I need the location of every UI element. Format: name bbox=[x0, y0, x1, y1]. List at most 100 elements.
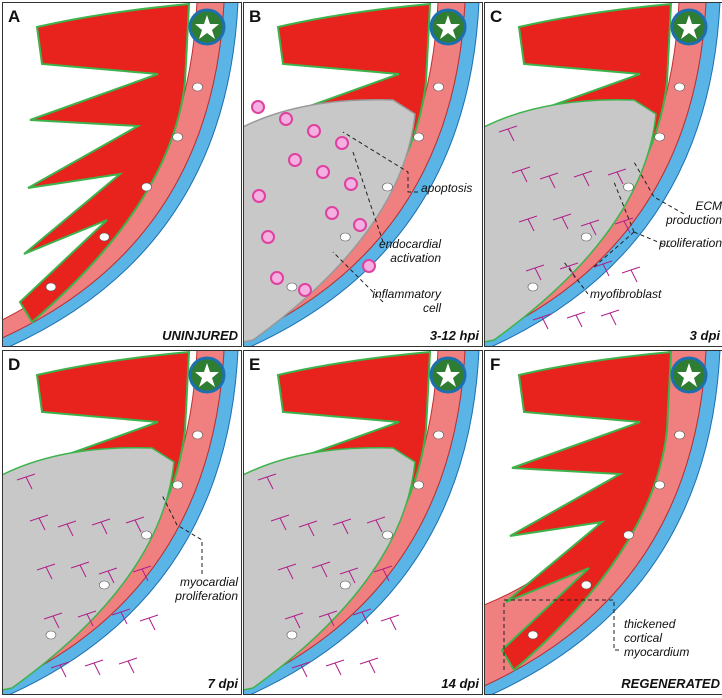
stage-label: 14 dpi bbox=[441, 676, 479, 691]
myofibroblast bbox=[593, 260, 613, 277]
stage-label: 3 dpi bbox=[690, 328, 721, 343]
inflammatory-cell bbox=[252, 189, 266, 203]
nucleus bbox=[339, 232, 351, 242]
nucleus bbox=[286, 282, 298, 292]
myofibroblast bbox=[91, 518, 111, 535]
myofibroblast bbox=[552, 213, 572, 230]
myofibroblast bbox=[366, 516, 386, 533]
annotation: proliferation bbox=[658, 236, 722, 250]
inflammatory-cell bbox=[279, 112, 293, 126]
myofibroblast bbox=[311, 561, 331, 578]
myofibroblast bbox=[291, 661, 311, 678]
stage-label: 7 dpi bbox=[208, 676, 239, 691]
injury-area bbox=[2, 446, 175, 691]
nucleus bbox=[192, 82, 203, 92]
leader-line bbox=[503, 599, 619, 670]
star-icon bbox=[195, 15, 219, 39]
myofibroblast bbox=[600, 309, 620, 326]
nucleus bbox=[382, 530, 393, 540]
myofibroblast bbox=[270, 514, 290, 531]
panel-border bbox=[243, 2, 483, 347]
myofibroblast bbox=[614, 217, 634, 234]
injury-area bbox=[484, 98, 657, 343]
star-icon bbox=[195, 363, 219, 387]
myofibroblast bbox=[566, 311, 586, 328]
myofibroblast bbox=[98, 567, 118, 584]
inflammatory-cell bbox=[316, 165, 330, 179]
inflammatory-cell bbox=[307, 124, 321, 138]
myofibroblast bbox=[29, 514, 49, 531]
annotation: endocardial bbox=[379, 237, 441, 251]
myofibroblast bbox=[607, 168, 627, 185]
inflammatory-cell bbox=[325, 206, 339, 220]
annotation: activation bbox=[390, 251, 441, 265]
annotation: cortical bbox=[624, 631, 662, 645]
annotation: myofibroblast bbox=[590, 287, 662, 301]
nucleus bbox=[192, 430, 203, 440]
inflammatory-cell bbox=[288, 153, 302, 167]
inflammatory-cell bbox=[353, 218, 367, 232]
panel-letter: C bbox=[490, 7, 502, 26]
annotation: thickened bbox=[624, 617, 676, 631]
panel-letter: F bbox=[490, 355, 500, 374]
leader-line bbox=[161, 494, 203, 574]
myofibroblast bbox=[257, 473, 277, 490]
panel: A UNINJURED bbox=[2, 2, 242, 347]
myofibroblast bbox=[621, 266, 641, 283]
star-icon bbox=[677, 363, 701, 387]
panel-border bbox=[2, 350, 242, 695]
myofibroblast bbox=[132, 565, 152, 582]
star-icon bbox=[677, 15, 701, 39]
myofibroblast bbox=[539, 172, 559, 189]
myofibroblast bbox=[139, 614, 159, 631]
annotation: myocardial bbox=[180, 575, 238, 589]
myofibroblast bbox=[325, 659, 345, 676]
panel-border bbox=[243, 350, 483, 695]
myofibroblast bbox=[518, 215, 538, 232]
myofibroblast bbox=[16, 473, 36, 490]
nucleus bbox=[527, 630, 539, 640]
myofibroblast bbox=[77, 610, 97, 627]
myofibroblast bbox=[373, 565, 393, 582]
myofibroblast bbox=[118, 657, 138, 674]
annotation: apoptosis bbox=[421, 181, 472, 195]
nucleus bbox=[45, 282, 57, 292]
myofibroblast bbox=[580, 219, 600, 236]
myofibroblast bbox=[36, 563, 56, 580]
myofibroblast bbox=[359, 657, 379, 674]
myofibroblast bbox=[380, 614, 400, 631]
panel-border bbox=[2, 2, 242, 347]
myofibroblast bbox=[70, 561, 90, 578]
nucleus bbox=[433, 82, 444, 92]
nucleus bbox=[286, 630, 298, 640]
nucleus bbox=[382, 182, 393, 192]
star-icon bbox=[436, 363, 460, 387]
nucleus bbox=[674, 82, 685, 92]
myofibroblast bbox=[511, 166, 531, 183]
nucleus bbox=[580, 580, 592, 590]
myofibroblast bbox=[50, 661, 70, 678]
annotation: proliferation bbox=[174, 589, 238, 603]
annotation: myocardium bbox=[624, 645, 689, 659]
myofibroblast bbox=[318, 610, 338, 627]
panel-border bbox=[484, 2, 722, 347]
trabecular-myocardium bbox=[500, 350, 673, 672]
nucleus bbox=[433, 430, 444, 440]
myofibroblast bbox=[84, 659, 104, 676]
myofibroblast bbox=[532, 313, 552, 330]
stage-label: REGENERATED bbox=[621, 676, 720, 691]
myofibroblast bbox=[339, 567, 359, 584]
leader-line bbox=[352, 151, 384, 243]
injury-area bbox=[243, 98, 416, 343]
injury-area bbox=[243, 446, 416, 691]
myofibroblast bbox=[43, 612, 63, 629]
annotation: cell bbox=[423, 301, 441, 315]
myofibroblast bbox=[352, 608, 372, 625]
inflammatory-cell bbox=[335, 136, 349, 150]
myofibroblast bbox=[284, 612, 304, 629]
panel-letter: B bbox=[249, 7, 261, 26]
